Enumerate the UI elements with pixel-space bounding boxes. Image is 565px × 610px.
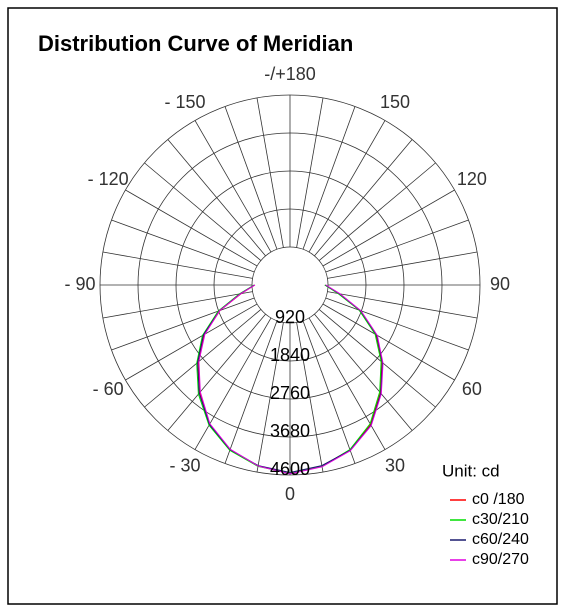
unit-label: Unit: cd <box>442 461 500 480</box>
theta-tick-label: - 120 <box>88 169 129 189</box>
r-tick-label: 2760 <box>270 383 310 403</box>
ring-grid-line <box>251 246 329 324</box>
theta-tick-label: - 150 <box>164 92 205 112</box>
legend-label: c90/270 <box>472 551 529 568</box>
legend-label: c30/210 <box>472 511 529 528</box>
theta-tick-label: - 60 <box>93 379 124 399</box>
theta-tick-label: 60 <box>462 379 482 399</box>
r-tick-label: 1840 <box>270 345 310 365</box>
ring-grid-line <box>137 132 443 438</box>
ring-grid-line <box>175 170 405 400</box>
theta-tick-label: - 30 <box>169 456 200 476</box>
legend-label: c0 /180 <box>472 491 525 508</box>
r-tick-label: 3680 <box>270 421 310 441</box>
theta-tick-label: -/+180 <box>264 64 316 84</box>
legend-label: c60/240 <box>472 531 529 548</box>
ring-grid-line <box>213 208 367 362</box>
frame <box>7 7 558 605</box>
theta-tick-label: 150 <box>380 92 410 112</box>
theta-tick-label: 120 <box>457 169 487 189</box>
theta-tick-label: 30 <box>385 456 405 476</box>
chart-title: Distribution Curve of Meridian <box>38 31 353 56</box>
r-tick-label: 4600 <box>270 459 310 479</box>
theta-tick-label: - 90 <box>64 274 95 294</box>
theta-tick-label: 90 <box>490 274 510 294</box>
series-line <box>198 284 384 475</box>
theta-tick-label: 0 <box>285 484 295 504</box>
ring-grid-line <box>99 94 481 476</box>
r-tick-label: 920 <box>275 307 305 327</box>
